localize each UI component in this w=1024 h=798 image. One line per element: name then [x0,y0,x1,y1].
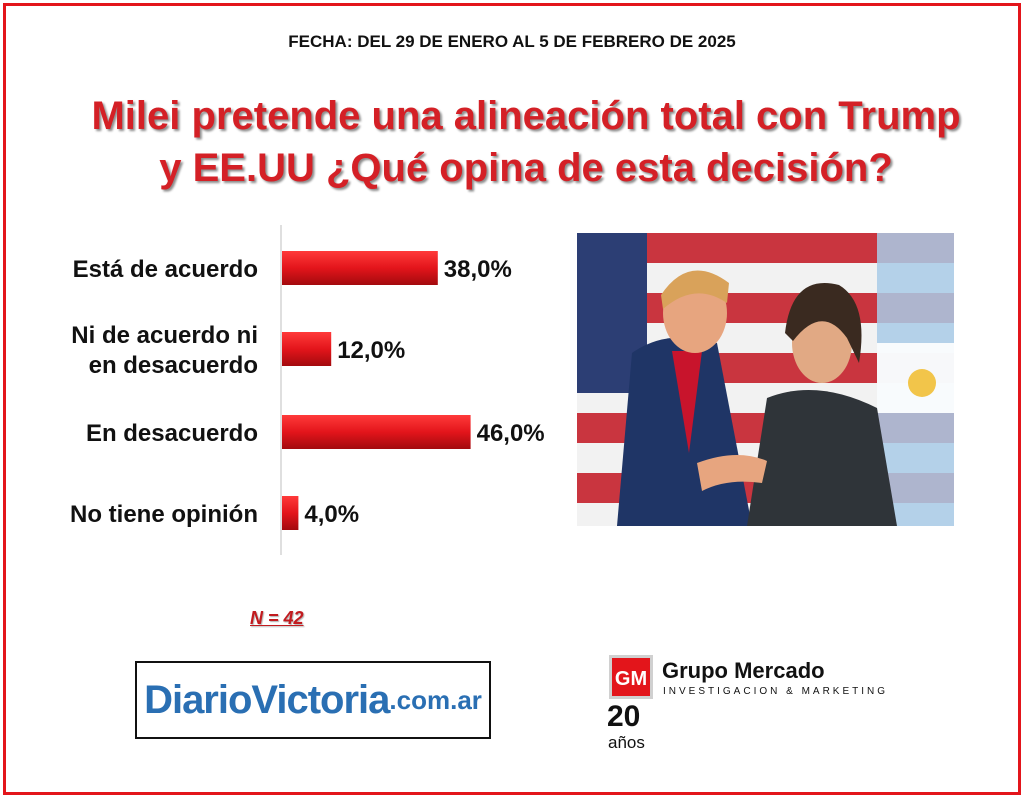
value-label-2: 12,0% [337,337,405,364]
anniversary-word: años [608,733,645,752]
bar-3 [282,415,471,449]
grupo-mercado-logo-icon: GM [609,655,653,699]
category-label-3: En desacuerdo [86,420,258,447]
diario-logo-main: DiarioVictoria [144,677,390,722]
value-label-3: 46,0% [477,420,545,447]
sample-size: N = 42 [250,608,304,628]
value-label-1: 38,0% [444,256,512,283]
category-label-4: No tiene opinión [70,501,258,528]
value-label-4: 4,0% [304,501,359,528]
bar-4 [282,496,299,530]
bar-2 [282,332,332,366]
bar-1 [282,251,438,285]
grupo-mercado-name: Grupo Mercado [662,658,825,683]
diario-logo-sub: .com.ar [389,684,482,715]
anniversary-number: 20 [607,700,641,733]
diario-victoria-logo: DiarioVictoria .com.ar [135,661,491,739]
gm-initials: GM [615,668,647,690]
category-label-2: Ni de acuerdo ni en desacuerdo [71,322,258,379]
grupo-mercado-tagline: INVESTIGACION & MARKETING [663,686,889,697]
chart-title: Milei pretende una alineación total con … [36,90,1016,194]
leaders-photo [577,233,954,526]
title-line-2: y EE.UU ¿Qué opina de esta decisión? [159,146,893,190]
category-label-1: Está de acuerdo [73,256,258,283]
survey-date: FECHA: DEL 29 DE ENERO AL 5 DE FEBRERO D… [288,32,736,51]
title-line-1: Milei pretende una alineación total con … [91,94,961,138]
